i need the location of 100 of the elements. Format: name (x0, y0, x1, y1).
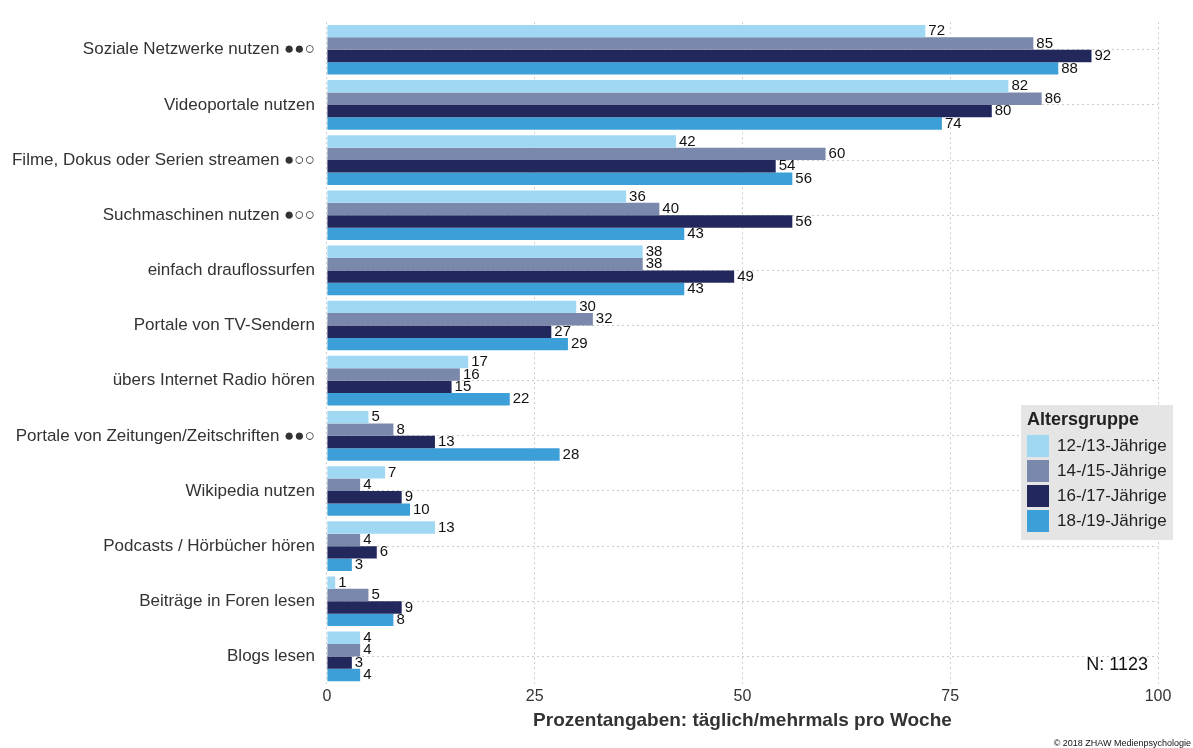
y-tick-label: Soziale Netzwerke nutzen ●●○ (82, 39, 315, 59)
data-label: 56 (795, 168, 813, 186)
y-tick-label: Suchmaschinen nutzen ●○○ (102, 204, 315, 224)
data-label: 72 (928, 21, 945, 39)
data-label: 82 (1011, 76, 1029, 94)
data-label: 74 (944, 113, 962, 131)
data-label: 4 (363, 627, 372, 645)
bar (327, 393, 510, 406)
x-tick-label: 50 (733, 687, 752, 705)
data-label: 54 (778, 156, 796, 174)
bar (327, 490, 402, 504)
bar (327, 448, 560, 461)
bar (327, 160, 776, 173)
data-label: 86 (1044, 88, 1062, 106)
data-label: 38 (645, 241, 663, 259)
y-tick-label: Blogs lesen (227, 646, 315, 666)
bar (327, 135, 676, 148)
bar (327, 49, 1092, 63)
data-label: 4 (363, 474, 372, 492)
bar (327, 227, 685, 241)
bar (327, 172, 793, 185)
legend-label: 14-/15-Jährige (1057, 461, 1167, 482)
data-label: 49 (737, 266, 754, 284)
bar (327, 62, 1059, 75)
data-label: 40 (662, 199, 680, 217)
bar (327, 282, 685, 296)
bar (327, 503, 411, 516)
legend-label: 16-/17-Jährige (1057, 486, 1167, 507)
data-label: 43 (687, 279, 704, 297)
bar (327, 215, 793, 228)
bar (327, 80, 1009, 93)
annotation: N: 1123 (1086, 654, 1148, 675)
y-tick-label: Wikipedia nutzen (185, 480, 315, 500)
bar (327, 313, 593, 326)
bar (327, 325, 552, 338)
data-label: 3 (354, 652, 364, 670)
data-label: 56 (795, 211, 813, 229)
bar (327, 355, 469, 369)
data-label: 80 (994, 101, 1012, 119)
data-label: 5 (371, 407, 380, 425)
bar (327, 521, 435, 534)
x-tick-label: 75 (941, 687, 960, 705)
data-label: 3 (354, 554, 364, 572)
data-label: 92 (1094, 46, 1112, 64)
legend-label: 12-/13-Jährige (1057, 436, 1167, 457)
bar (327, 576, 336, 589)
data-label: 4 (363, 530, 372, 548)
bar (327, 202, 660, 216)
y-tick-label: Portale von Zeitungen/Zeitschriften ●●○ (15, 425, 315, 445)
data-label: 85 (1036, 33, 1054, 51)
data-label: 10 (413, 499, 430, 517)
legend-label: 18-/19-Jährige (1057, 511, 1167, 532)
data-label: 27 (554, 321, 571, 339)
y-tick-label: Videoportale nutzen (163, 94, 315, 114)
bar (327, 190, 627, 203)
bar (327, 92, 1042, 105)
bar (327, 613, 394, 627)
bar (327, 466, 386, 479)
y-tick-label: Portale von TV-Sendern (133, 315, 315, 335)
bar (327, 411, 369, 424)
x-tick-label: 100 (1144, 687, 1172, 705)
data-label: 9 (404, 597, 414, 615)
bar (327, 558, 352, 571)
data-label: 13 (437, 517, 455, 535)
data-label: 60 (828, 144, 846, 162)
bar (327, 24, 926, 38)
bar (327, 533, 361, 547)
bar (327, 300, 577, 314)
x-axis-title: Prozentangaben: täglich/mehrmals pro Woche (533, 708, 952, 730)
data-label: 30 (579, 297, 596, 315)
legend-title: Altersgruppe (1027, 408, 1141, 430)
data-label: 1 (338, 572, 347, 590)
bar (327, 656, 352, 669)
bar (327, 368, 460, 381)
x-tick-label: 25 (525, 687, 544, 705)
text: © 2018 ZHAW Medienpsychologie (1053, 738, 1191, 748)
bar (327, 668, 361, 682)
bar (327, 631, 361, 645)
data-label: 42 (678, 131, 696, 149)
data-label: 7 (388, 462, 397, 480)
bar (327, 37, 1034, 50)
data-label: 29 (570, 334, 588, 352)
data-label: 6 (379, 542, 389, 560)
y-tick-label: Filme, Dokus oder Serien streamen ●○○ (11, 149, 315, 169)
y-tick-label: Beiträge in Foren lesen (139, 590, 315, 610)
bar (327, 147, 826, 161)
data-label: 17 (471, 352, 488, 370)
data-label: 88 (1061, 58, 1078, 76)
bar (327, 478, 361, 491)
bar (327, 644, 361, 657)
data-label: 8 (396, 610, 405, 628)
bar (327, 380, 452, 394)
bar (327, 270, 735, 283)
data-label: 32 (595, 309, 613, 327)
data-label: 43 (687, 223, 704, 241)
data-label: 5 (371, 585, 380, 603)
bar (327, 423, 394, 436)
x-tick-label: 0 (322, 687, 332, 705)
data-label: 22 (512, 389, 530, 407)
y-tick-label: einfach drauflossurfen (147, 260, 315, 280)
